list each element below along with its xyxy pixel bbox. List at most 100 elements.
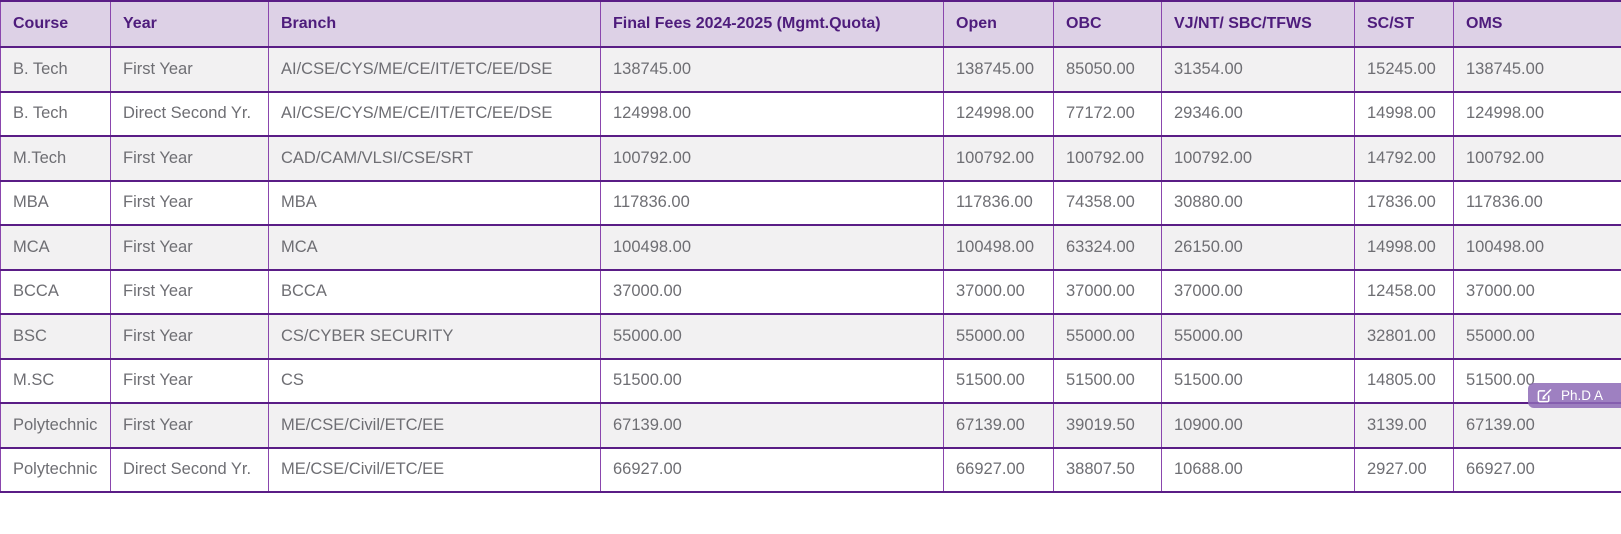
cell-obc: 37000.00 [1053,268,1162,315]
cell-sc-st: 32801.00 [1354,313,1454,360]
table-body: B. Tech First Year AI/CSE/CYS/ME/CE/IT/ETC… [0,46,1621,493]
cell-year: First Year [110,268,269,315]
cell-obc: 100792.00 [1053,135,1162,182]
cell-final-fees: 66927.00 [600,446,944,493]
cell-obc: 55000.00 [1053,313,1162,360]
table-header-row: Course Year Branch Final Fees 2024-2025 (Mg… [0,0,1621,48]
cell-year: First Year [110,46,269,93]
cell-final-fees: 100792.00 [600,135,944,182]
cell-open: 66927.00 [943,446,1054,493]
cell-sc-st: 3139.00 [1354,402,1454,449]
cell-year: First Year [110,313,269,360]
cell-year: Direct Second Yr. [110,90,269,137]
column-header-year: Year [110,0,269,48]
cell-oms: 138745.00 [1453,46,1621,93]
cell-final-fees: 100498.00 [600,224,944,271]
table-row: M.SC First Year CS 51500.00 51500.00 51500.00… [0,357,1621,404]
table-row: BSC First Year CS/CYBER SECURITY 55000.00 55… [0,313,1621,360]
cell-year: First Year [110,179,269,226]
column-header-oms: OMS [1453,0,1621,48]
cell-sc-st: 14998.00 [1354,224,1454,271]
cell-course: B. Tech [0,46,111,93]
cell-sc-st: 15245.00 [1354,46,1454,93]
cell-open: 117836.00 [943,179,1054,226]
column-header-vjnt-sbc-tfws: VJ/NT/ SBC/TFWS [1161,0,1355,48]
cell-course: MBA [0,179,111,226]
cell-branch: BCCA [268,268,601,315]
cell-year: First Year [110,224,269,271]
cell-branch: AI/CSE/CYS/ME/CE/IT/ETC/EE/DSE [268,46,601,93]
column-header-sc-st: SC/ST [1354,0,1454,48]
cell-final-fees: 124998.00 [600,90,944,137]
cell-oms: 66927.00 [1453,446,1621,493]
cell-branch: ME/CSE/Civil/ETC/EE [268,446,601,493]
table-row: MBA First Year MBA 117836.00 117836.00 74358.… [0,179,1621,226]
table-row: Polytechnic Direct Second Yr. ME/CSE/Civil… [0,446,1621,493]
cell-final-fees: 55000.00 [600,313,944,360]
cell-oms: 100792.00 [1453,135,1621,182]
cell-course: Polytechnic [0,402,111,449]
table-row: MCA First Year MCA 100498.00 100498.00 63324.… [0,224,1621,271]
cell-vjnt-sbc-tfws: 10688.00 [1161,446,1355,493]
cell-obc: 63324.00 [1053,224,1162,271]
cell-course: M.Tech [0,135,111,182]
phd-admission-badge[interactable]: Ph.D A [1528,383,1621,408]
cell-obc: 39019.50 [1053,402,1162,449]
cell-course: B. Tech [0,90,111,137]
cell-obc: 51500.00 [1053,357,1162,404]
cell-branch: MBA [268,179,601,226]
cell-sc-st: 14805.00 [1354,357,1454,404]
cell-obc: 38807.50 [1053,446,1162,493]
table-row: B. Tech Direct Second Yr. AI/CSE/CYS/ME/CE… [0,90,1621,137]
table-header: Course Year Branch Final Fees 2024-2025 (Mg… [0,0,1621,48]
cell-open: 51500.00 [943,357,1054,404]
cell-sc-st: 14998.00 [1354,90,1454,137]
cell-open: 37000.00 [943,268,1054,315]
cell-vjnt-sbc-tfws: 55000.00 [1161,313,1355,360]
cell-branch: AI/CSE/CYS/ME/CE/IT/ETC/EE/DSE [268,90,601,137]
cell-branch: ME/CSE/Civil/ETC/EE [268,402,601,449]
cell-vjnt-sbc-tfws: 29346.00 [1161,90,1355,137]
cell-open: 100498.00 [943,224,1054,271]
table-row: Polytechnic First Year ME/CSE/Civil/ETC/EE… [0,402,1621,449]
cell-course: BCCA [0,268,111,315]
cell-oms: 67139.00 [1453,402,1621,449]
column-header-obc: OBC [1053,0,1162,48]
cell-obc: 74358.00 [1053,179,1162,226]
cell-vjnt-sbc-tfws: 26150.00 [1161,224,1355,271]
cell-oms: 117836.00 [1453,179,1621,226]
cell-vjnt-sbc-tfws: 51500.00 [1161,357,1355,404]
cell-year: First Year [110,135,269,182]
cell-oms: 124998.00 [1453,90,1621,137]
cell-open: 124998.00 [943,90,1054,137]
cell-branch: CS/CYBER SECURITY [268,313,601,360]
column-header-branch: Branch [268,0,601,48]
cell-open: 100792.00 [943,135,1054,182]
table-row: M.Tech First Year CAD/CAM/VLSI/CSE/SRT 1007… [0,135,1621,182]
cell-course: Polytechnic [0,446,111,493]
cell-final-fees: 138745.00 [600,46,944,93]
cell-course: BSC [0,313,111,360]
table-row: B. Tech First Year AI/CSE/CYS/ME/CE/IT/ETC… [0,46,1621,93]
cell-year: First Year [110,402,269,449]
cell-course: M.SC [0,357,111,404]
cell-open: 138745.00 [943,46,1054,93]
cell-year: Direct Second Yr. [110,446,269,493]
cell-final-fees: 37000.00 [600,268,944,315]
cell-final-fees: 117836.00 [600,179,944,226]
fee-structure-table: Course Year Branch Final Fees 2024-2025 (Mg… [0,0,1621,493]
cell-vjnt-sbc-tfws: 100792.00 [1161,135,1355,182]
cell-vjnt-sbc-tfws: 10900.00 [1161,402,1355,449]
cell-oms: 100498.00 [1453,224,1621,271]
cell-oms: 37000.00 [1453,268,1621,315]
phd-admission-badge-label: Ph.D A [1561,388,1604,403]
cell-obc: 85050.00 [1053,46,1162,93]
table-row: BCCA First Year BCCA 37000.00 37000.00 37000.… [0,268,1621,315]
cell-sc-st: 17836.00 [1354,179,1454,226]
cell-obc: 77172.00 [1053,90,1162,137]
cell-open: 55000.00 [943,313,1054,360]
cell-final-fees: 67139.00 [600,402,944,449]
cell-branch: CS [268,357,601,404]
cell-sc-st: 12458.00 [1354,268,1454,315]
cell-branch: CAD/CAM/VLSI/CSE/SRT [268,135,601,182]
